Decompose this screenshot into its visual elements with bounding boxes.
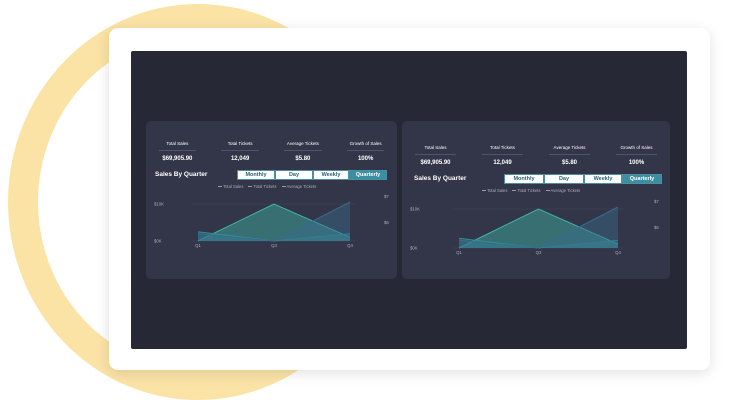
kpi-total-sales: Total Sales $69,905.90 (402, 145, 469, 166)
series-area-0 (198, 204, 350, 241)
kpi-value: 100% (357, 156, 374, 162)
legend-item: Total Tickets (248, 184, 277, 189)
tab-monthly[interactable]: Monthly (504, 174, 544, 184)
dashboard-panel: Total Sales $69,905.90 Total Tickets 12,04… (402, 121, 670, 279)
tab-weekly[interactable]: Weekly (313, 170, 349, 180)
kpi-label: Total Sales (424, 145, 447, 150)
tab-weekly[interactable]: Weekly (584, 174, 622, 184)
tab-quarterly[interactable]: Quarterly (349, 170, 387, 180)
legend-item: Total Tickets (512, 188, 541, 193)
legend-item: Total Sales (482, 188, 507, 193)
tab-day[interactable]: Day (275, 170, 313, 180)
sales-area-chart: $10K $0K $7 $6 Q1 Q3 Q4 (410, 199, 659, 255)
series-area-1 (198, 231, 350, 241)
tab-quarterly[interactable]: Quarterly (622, 174, 662, 184)
kpi-growth-of-sales: Growth of Sales 100% (334, 141, 397, 162)
series-area-1 (459, 238, 618, 248)
series-line-2 (197, 201, 351, 242)
kpi-average-tickets: Average Tickets $5.80 (536, 145, 603, 166)
series-area-2 (198, 202, 350, 241)
series-line-2 (458, 206, 619, 249)
kpi-value: $69,905.90 (420, 160, 451, 166)
kpi-total-tickets: Total Tickets 12,049 (209, 141, 272, 162)
kpi-label: Total Tickets (227, 141, 253, 146)
series-line-0 (197, 203, 351, 242)
chart-legend: Total Sales Total Tickets Average Ticket… (218, 184, 316, 189)
kpi-value: $69,905.90 (162, 156, 193, 162)
legend-item: Total Sales (218, 184, 243, 189)
kpi-value: 12,049 (493, 160, 512, 166)
kpi-value: 12,049 (230, 156, 250, 162)
kpi-growth-of-sales: Growth of Sales 100% (603, 145, 670, 166)
kpi-total-tickets: Total Tickets 12,049 (469, 145, 536, 166)
y-tick-label-left: $0K (154, 239, 162, 244)
x-tick-label: Q1 (456, 250, 462, 255)
x-tick-label: Q3 (271, 243, 277, 248)
y-tick-label-right: $6 (384, 220, 389, 225)
sales-area-chart: $10K $0K $7 $6 Q1 Q3 Q4 (154, 194, 389, 248)
legend-item: Average Tickets (281, 184, 316, 189)
x-tick-label: Q4 (347, 243, 353, 248)
kpi-label: Total Tickets (490, 145, 515, 150)
dashboard-panel: Total Sales $69,905.90 Total Tickets 12,04… (146, 121, 397, 279)
chart-title: Sales By Quarter (414, 175, 467, 182)
kpi-value: $5.80 (561, 160, 577, 166)
tab-monthly[interactable]: Monthly (237, 170, 275, 180)
preview-card: Total Sales $69,905.90 Total Tickets 12,04… (109, 28, 710, 370)
kpi-value: 100% (628, 160, 645, 166)
y-tick-label-right: $6 (654, 225, 659, 230)
kpi-total-sales: Total Sales $69,905.90 (146, 141, 209, 162)
series-line-0 (458, 208, 619, 249)
x-tick-label: Q4 (615, 250, 621, 255)
kpi-label: Growth of Sales (620, 145, 653, 150)
y-tick-label-left: $10K (410, 207, 420, 212)
kpi-row: Total Sales $69,905.90 Total Tickets 12,04… (146, 141, 397, 162)
series-area-2 (459, 207, 618, 248)
kpi-value: $5.80 (295, 156, 311, 162)
period-tabs: Monthly Day Weekly Quarterly (237, 170, 387, 180)
kpi-label: Average Tickets (286, 141, 319, 146)
period-tabs: Monthly Day Weekly Quarterly (504, 174, 662, 184)
chart-title: Sales By Quarter (155, 171, 208, 178)
kpi-label: Growth of Sales (349, 141, 382, 146)
kpi-row: Total Sales $69,905.90 Total Tickets 12,04… (402, 145, 670, 166)
series-area-0 (459, 209, 618, 248)
x-tick-label: Q3 (536, 250, 542, 255)
y-tick-label-right: $7 (384, 194, 389, 199)
y-tick-label-right: $7 (654, 199, 659, 204)
y-tick-label-left: $10K (154, 202, 164, 207)
x-tick-label: Q1 (195, 243, 201, 248)
y-tick-label-left: $0K (410, 246, 418, 251)
dashboard-screen: Total Sales $69,905.90 Total Tickets 12,04… (131, 51, 687, 349)
tab-day[interactable]: Day (544, 174, 584, 184)
kpi-label: Average Tickets (553, 145, 586, 150)
kpi-average-tickets: Average Tickets $5.80 (272, 141, 335, 162)
chart-legend: Total Sales Total Tickets Average Ticket… (482, 188, 580, 193)
legend-item: Average Tickets (545, 188, 580, 193)
kpi-label: Total Sales (166, 141, 189, 146)
